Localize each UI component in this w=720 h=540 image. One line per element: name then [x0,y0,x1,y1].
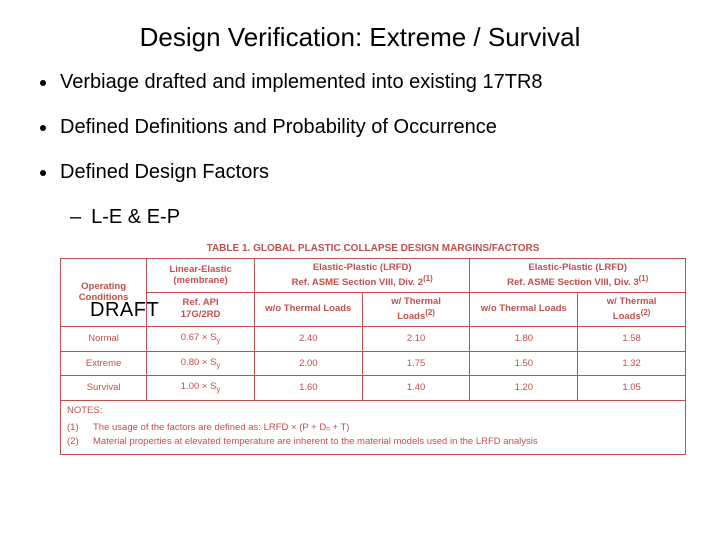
dash-icon: – [70,206,81,229]
subhead-w-thermal: w/ Thermal Loads(2) [578,292,686,326]
cell-le: 1.00 × Sy [147,376,255,401]
draft-watermark: DRAFT [90,299,159,322]
cell-value: 1.58 [578,326,686,351]
cell-value: 1.40 [362,376,470,401]
header-line: Elastic-Plastic (LRFD) [528,262,627,273]
row-label: Normal [61,326,147,351]
header-line: Elastic-Plastic (LRFD) [313,262,412,273]
subhead-w-thermal: w/ Thermal Loads(2) [362,292,470,326]
header-line: Ref. ASME Section VIII, Div. 3 [507,277,638,288]
row-label: Extreme [61,351,147,376]
superscript: (2) [641,308,651,317]
design-factors-table-region: DRAFT TABLE 1. GLOBAL PLASTIC COLLAPSE D… [60,243,686,455]
sub-bullet-text: L-E & E-P [91,206,180,229]
cell-value: 1.20 [470,376,578,401]
table-row: Survival1.00 × Sy1.601.401.201.05 [61,376,686,401]
header-line: w/ Thermal [607,296,657,307]
col-linear-elastic: Linear-Elastic (membrane) [147,259,255,293]
note-text: The usage of the factors are defined as:… [93,422,349,433]
header-line: Linear-Elastic [169,264,231,275]
note-index: (1) [67,421,93,434]
slide-title: Design Verification: Extreme / Survival [0,0,720,71]
table-title: TABLE 1. GLOBAL PLASTIC COLLAPSE DESIGN … [60,243,686,254]
subhead-wo-thermal: w/o Thermal Loads [254,292,362,326]
cell-le: 0.80 × Sy [147,351,255,376]
cell-value: 1.80 [470,326,578,351]
cell-value: 1.05 [578,376,686,401]
row-label: Survival [61,376,147,401]
table-row: Normal0.67 × Sy2.402.101.801.58 [61,326,686,351]
bullet-dot-icon [40,80,46,86]
bullet-item: Verbiage drafted and implemented into ex… [40,71,688,94]
cell-value: 2.00 [254,351,362,376]
bullet-item: Defined Definitions and Probability of O… [40,116,688,139]
note-item: (1)The usage of the factors are defined … [67,421,679,434]
bullet-list: Verbiage drafted and implemented into ex… [0,71,720,229]
cell-value: 1.32 [578,351,686,376]
bullet-text: Defined Design Factors [60,161,269,184]
note-text: Material properties at elevated temperat… [93,436,538,447]
cell-value: 1.50 [470,351,578,376]
header-line: Ref. ASME Section VIII, Div. 2 [292,277,423,288]
cell-le: 0.67 × Sy [147,326,255,351]
cell-value: 1.75 [362,351,470,376]
subhead-wo-thermal: w/o Thermal Loads [470,292,578,326]
header-line: Loads [613,311,641,322]
table-notes: NOTES: (1)The usage of the factors are d… [60,401,686,455]
note-item: (2)Material properties at elevated tempe… [67,435,679,448]
cell-value: 2.40 [254,326,362,351]
sub-bullet-item: – L-E & E-P [70,206,688,229]
col-elastic-plastic-div2: Elastic-Plastic (LRFD) Ref. ASME Section… [254,259,470,293]
cell-value: 2.10 [362,326,470,351]
bullet-text: Defined Definitions and Probability of O… [60,116,497,139]
subhead-ref-api: Ref. API 17G/2RD [147,292,255,326]
col-elastic-plastic-div3: Elastic-Plastic (LRFD) Ref. ASME Section… [470,259,686,293]
header-line: Loads [397,311,425,322]
superscript: (2) [425,308,435,317]
superscript: (1) [423,274,433,283]
bullet-dot-icon [40,125,46,131]
header-line: Ref. API [183,297,219,308]
notes-heading: NOTES: [67,404,679,417]
cell-value: 1.60 [254,376,362,401]
header-line: 17G/2RD [181,309,221,320]
design-factors-table: Operating Conditions Linear-Elastic (mem… [60,258,686,401]
note-index: (2) [67,435,93,448]
superscript: (1) [639,274,649,283]
table-row: Extreme0.80 × Sy2.001.751.501.32 [61,351,686,376]
bullet-item: Defined Design Factors [40,161,688,184]
header-line: w/ Thermal [391,296,441,307]
bullet-text: Verbiage drafted and implemented into ex… [60,71,543,94]
header-line: (membrane) [173,275,227,286]
bullet-dot-icon [40,170,46,176]
